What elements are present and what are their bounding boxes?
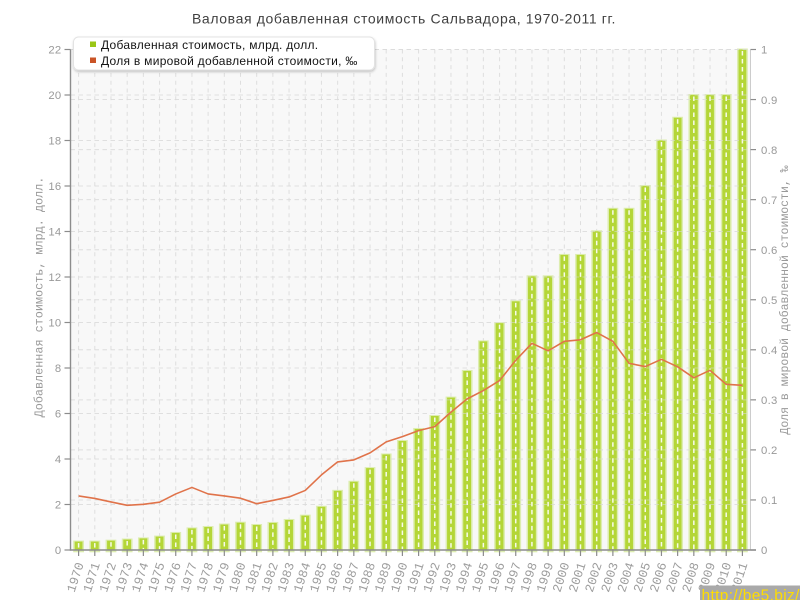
svg-text:0.4: 0.4 [761, 345, 778, 357]
svg-text:0.1: 0.1 [761, 495, 778, 507]
svg-text:1: 1 [761, 45, 768, 57]
svg-text:20: 20 [48, 90, 61, 102]
svg-text:16: 16 [48, 181, 61, 193]
svg-text:0.8: 0.8 [761, 145, 778, 157]
svg-text:0.7: 0.7 [761, 195, 778, 207]
svg-text:4: 4 [55, 454, 62, 466]
svg-text:Добавленная стоимость, млрд. д: Добавленная стоимость, млрд. долл. [101, 38, 318, 52]
svg-text:0.2: 0.2 [761, 445, 778, 457]
svg-text:Валовая добавленная стоимость: Валовая добавленная стоимость Сальвадора… [192, 11, 616, 27]
svg-text:http://be5.biz/: http://be5.biz/ [702, 588, 800, 600]
svg-text:0.6: 0.6 [761, 245, 778, 257]
svg-text:12: 12 [48, 272, 61, 284]
svg-text:Добавленная стоимость, млрд. д: Добавленная стоимость, млрд. долл. [33, 177, 47, 418]
svg-text:18: 18 [48, 136, 61, 148]
svg-text:0: 0 [761, 545, 768, 557]
svg-text:0.9: 0.9 [761, 95, 778, 107]
svg-text:0.3: 0.3 [761, 395, 778, 407]
svg-text:Доля в мировой добавленной сто: Доля в мировой добавленной стоимости, ‰ [101, 54, 358, 68]
svg-text:0.5: 0.5 [761, 295, 778, 307]
svg-text:10: 10 [48, 318, 61, 330]
svg-text:0: 0 [55, 545, 62, 557]
svg-text:8: 8 [55, 363, 62, 375]
svg-text:22: 22 [48, 45, 61, 57]
svg-text:2: 2 [55, 500, 62, 512]
svg-text:14: 14 [48, 227, 61, 239]
svg-text:Доля в мировой добавленной сто: Доля в мировой добавленной стоимости, ‰ [779, 165, 792, 434]
svg-text:6: 6 [55, 409, 62, 421]
